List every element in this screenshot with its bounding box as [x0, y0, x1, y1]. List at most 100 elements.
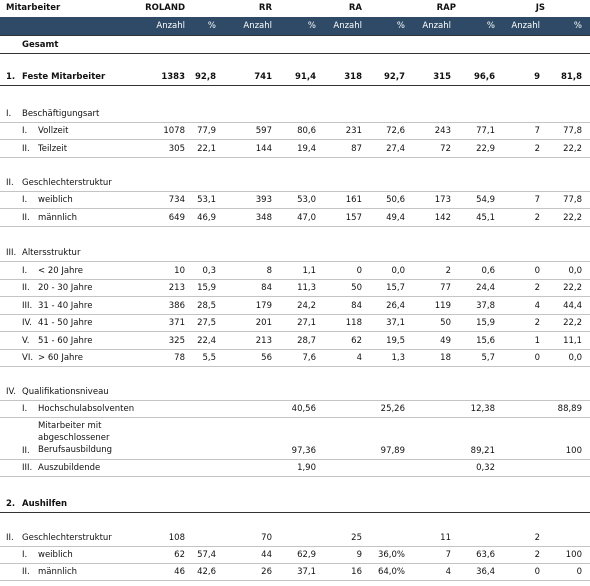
cell: 108 — [168, 533, 185, 543]
cell: 97,36 — [291, 446, 316, 456]
row-number: II. — [22, 446, 30, 456]
cell: 741 — [254, 72, 272, 82]
cell: 27,1 — [297, 318, 316, 328]
cell: 46,9 — [197, 213, 216, 223]
row-label: 51 - 60 Jahre — [38, 335, 93, 346]
cell: 44,4 — [563, 300, 582, 311]
cell: 0,0 — [568, 353, 582, 363]
cell: 96,6 — [474, 72, 495, 82]
cell: 0,0 — [568, 265, 582, 276]
cell: 72 — [440, 144, 451, 154]
cell: 144 — [255, 144, 272, 154]
cell: 63,6 — [476, 550, 495, 560]
cell: 7 — [534, 195, 540, 205]
cell: 25 — [351, 533, 362, 543]
cell: 348 — [255, 213, 272, 223]
cell: 1,90 — [297, 463, 316, 473]
row-label: Altersstruktur — [22, 248, 81, 258]
rule — [0, 476, 590, 477]
row-number: III. — [22, 300, 33, 311]
row-number: I. — [22, 550, 28, 560]
rule — [0, 191, 590, 192]
cell: 26 — [261, 567, 272, 577]
rule — [0, 157, 590, 158]
row-label: Vollzeit — [38, 126, 69, 136]
cell: 315 — [433, 72, 451, 82]
cell: 53,1 — [197, 195, 216, 205]
cell: 243 — [434, 126, 451, 136]
cell: 47,0 — [297, 213, 316, 223]
cell: 5,5 — [202, 353, 216, 363]
row-number: I. — [22, 265, 28, 276]
row-label: > 60 Jahre — [38, 353, 83, 363]
cell: 325 — [168, 335, 185, 346]
rule — [0, 512, 590, 513]
cell: 37,1 — [297, 567, 316, 577]
subheader-cell: % — [573, 21, 582, 31]
subheader-cell: % — [396, 21, 405, 31]
cell: 386 — [168, 300, 185, 311]
cell: 84 — [261, 283, 272, 293]
cell: 91,4 — [295, 72, 316, 82]
rule — [0, 580, 590, 581]
cell: 173 — [434, 195, 451, 205]
row-number: I. — [6, 109, 12, 119]
column-header: RAP — [436, 3, 456, 13]
column-header: JS — [535, 3, 545, 13]
cell: 0,32 — [476, 463, 495, 473]
cell: 4 — [534, 300, 540, 311]
cell: 87 — [351, 144, 362, 154]
row-number: III. — [6, 248, 17, 258]
cell: 36,0% — [377, 550, 405, 560]
row-number: II. — [22, 213, 30, 223]
cell: 597 — [255, 126, 272, 136]
row-number: III. — [22, 463, 33, 473]
cell: 7 — [445, 550, 451, 560]
row-label: Hochschulabsolventen — [38, 404, 135, 414]
cell: 157 — [345, 213, 362, 223]
cell: 371 — [168, 318, 185, 328]
rule — [0, 331, 590, 332]
cell: 7 — [534, 126, 540, 136]
rule — [0, 85, 590, 86]
rule — [0, 400, 590, 401]
cell: 77 — [440, 283, 451, 293]
row-label: 31 - 40 Jahre — [38, 300, 93, 311]
cell: 2 — [445, 265, 451, 276]
cell: 72,6 — [386, 126, 405, 136]
column-header: RA — [348, 3, 362, 13]
column-header: ROLAND — [145, 3, 185, 13]
cell: 2 — [534, 213, 540, 223]
cell: 77,9 — [197, 126, 216, 136]
cell: 2 — [534, 318, 540, 328]
row-label: männlich — [38, 567, 78, 577]
row-label: 20 - 30 Jahre — [38, 283, 93, 293]
rule — [0, 139, 590, 140]
cell: 22,2 — [563, 144, 582, 154]
row-number: II. — [6, 178, 14, 188]
rule — [0, 208, 590, 209]
cell: 22,1 — [197, 144, 216, 154]
cell: 0 — [534, 567, 540, 577]
row-label: weiblich — [38, 195, 73, 205]
cell: 10 — [174, 265, 185, 276]
cell: 213 — [168, 283, 185, 293]
cell: 25,26 — [380, 404, 405, 414]
row-number: II. — [6, 533, 14, 543]
cell: 45,1 — [476, 213, 495, 223]
cell: 0 — [534, 353, 540, 363]
cell: 81,8 — [561, 72, 582, 82]
cell: 22,2 — [563, 318, 582, 328]
cell: 0,3 — [202, 265, 216, 276]
cell: 28,5 — [197, 300, 216, 311]
rule — [0, 278, 590, 280]
row-label: Teilzeit — [38, 144, 68, 154]
subheader-bar — [0, 17, 590, 35]
cell: 53,0 — [297, 195, 316, 205]
cell: 22,2 — [563, 283, 582, 293]
cell: 22,2 — [563, 213, 582, 223]
cell: 92,7 — [384, 72, 405, 82]
row-label: 41 - 50 Jahre — [38, 318, 93, 328]
rule — [0, 226, 590, 227]
